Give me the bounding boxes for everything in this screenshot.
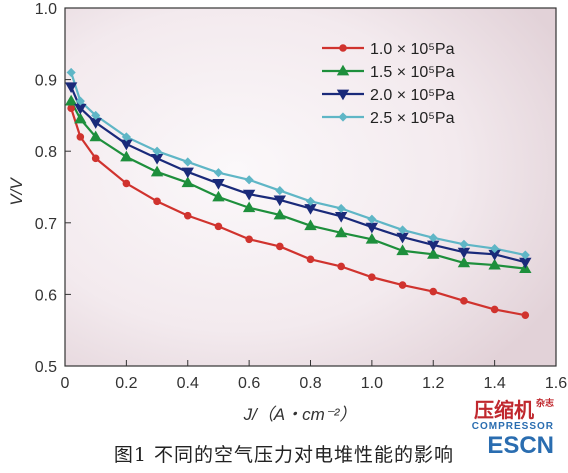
series-4-point: [305, 196, 316, 206]
series-3-point: [273, 195, 287, 207]
x-axis-label: J/（A・cm⁻²）: [243, 405, 357, 424]
series-2-point: [242, 201, 256, 213]
series-1-point: [122, 179, 131, 188]
watermark-side-text: 杂志: [535, 399, 554, 409]
series-2-point: [212, 190, 225, 202]
series-2-point: [150, 165, 164, 177]
legend-marker-2: [336, 64, 350, 76]
series-3-point: [212, 179, 225, 190]
watermark-title: 压缩机 杂志: [472, 398, 554, 422]
series-1-point: [521, 311, 530, 319]
series-1-point: [398, 281, 407, 289]
series-2-point: [74, 112, 87, 124]
x-tick-label-1p0: 1.0: [361, 375, 383, 392]
y-axis-label: V/V: [7, 177, 26, 206]
y-tick-label-0p7: 0.7: [35, 216, 57, 233]
series-2-point: [365, 232, 379, 244]
series-4-point: [490, 244, 500, 254]
y-tick-label-1p0: 1.0: [35, 1, 57, 18]
series-2-point: [120, 150, 133, 162]
series-4-point: [244, 175, 254, 185]
watermark: 压缩机 杂志 COMPRESSOR ESCN: [472, 400, 554, 458]
series-1-point: [67, 104, 75, 113]
series-1-point: [214, 222, 223, 231]
series-4-point: [336, 203, 346, 214]
series-4-point: [459, 239, 469, 249]
x-tick-label-0: 0: [61, 375, 70, 392]
series-3-point: [242, 189, 256, 201]
watermark-title-text: 压缩机: [473, 398, 534, 422]
series-1-point: [306, 255, 315, 264]
series-4-point: [183, 157, 193, 167]
x-tick-label-1p2: 1.2: [422, 375, 444, 392]
x-tick-label-1p6: 1.6: [545, 375, 567, 392]
x-tick-label-0p4: 0.4: [177, 375, 199, 392]
series-2-point: [273, 208, 287, 220]
series-1-point: [429, 287, 438, 296]
series-4-point: [66, 67, 76, 78]
series-3-point: [181, 167, 194, 179]
series-2-point: [488, 258, 501, 270]
series-2-point: [427, 248, 440, 259]
legend-marker-4: [338, 112, 348, 122]
legend-marker-1: [339, 44, 347, 52]
x-tick-label-0p8: 0.8: [299, 375, 321, 392]
legend-marker-3: [336, 89, 350, 101]
series-1-point: [245, 235, 253, 244]
series-2-point: [396, 244, 409, 256]
y-tick-label-0p9: 0.9: [35, 73, 57, 90]
series-1-point: [337, 262, 345, 271]
legend-label-4: 2.5 × 10⁵Pa: [370, 110, 455, 127]
series-1-point: [183, 211, 192, 220]
series-1-point: [276, 242, 284, 251]
series-4-point: [91, 110, 101, 120]
series-markers: [64, 67, 532, 319]
series-4-point: [75, 96, 85, 106]
series-1-point: [460, 297, 468, 305]
x-tick-label-1p4: 1.4: [484, 375, 506, 392]
series-1-point: [490, 305, 499, 314]
series-2-point: [457, 256, 471, 268]
series-1-point: [91, 154, 100, 163]
series-1-point: [368, 273, 376, 282]
series-2-point: [334, 226, 348, 238]
y-tick-label-0p5: 0.5: [35, 359, 57, 376]
legend-label-2: 1.5 × 10⁵Pa: [370, 64, 455, 81]
series-3-point: [64, 82, 78, 94]
series-1-point: [153, 197, 161, 206]
legend-label-3: 2.0 × 10⁵Pa: [370, 87, 455, 104]
series-4-point: [397, 225, 408, 235]
x-tick-label-0p6: 0.6: [238, 375, 260, 392]
series-1-point: [76, 133, 85, 141]
legend-label-1: 1.0 × 10⁵Pa: [370, 41, 455, 58]
series-4-point: [275, 186, 285, 196]
watermark-subtitle: COMPRESSOR: [471, 421, 554, 432]
watermark-esc: ESCN: [487, 432, 554, 459]
series-4-point: [428, 233, 438, 243]
series-2-point: [64, 94, 78, 106]
series-4-point: [152, 146, 162, 156]
x-tick-label-0p2: 0.2: [115, 375, 137, 392]
figure-caption: 图1 不同的空气压力对电堆性能的影响: [113, 444, 455, 466]
series-2-point: [89, 130, 102, 142]
series-4-point: [367, 214, 377, 224]
y-tick-label-0p6: 0.6: [35, 287, 57, 304]
series-4-point: [520, 250, 530, 260]
y-tick-label-0p8: 0.8: [35, 144, 57, 161]
series-4-point: [213, 168, 224, 178]
series-2-point: [304, 219, 317, 231]
axis-ticks: 0 0.2 0.4 0.6 0.8 1.0 1.2 1.4 1.6 0.5 0.6 0.7 0.8 0.9…: [35, 1, 567, 392]
series-4-point: [121, 132, 131, 142]
series-2-point: [181, 176, 194, 188]
plot-area: [65, 8, 556, 366]
legend: 1.0 × 10⁵Pa 1.5 × 10⁵Pa 2.0 × 10⁵Pa 2.5 × 1…: [322, 41, 455, 127]
